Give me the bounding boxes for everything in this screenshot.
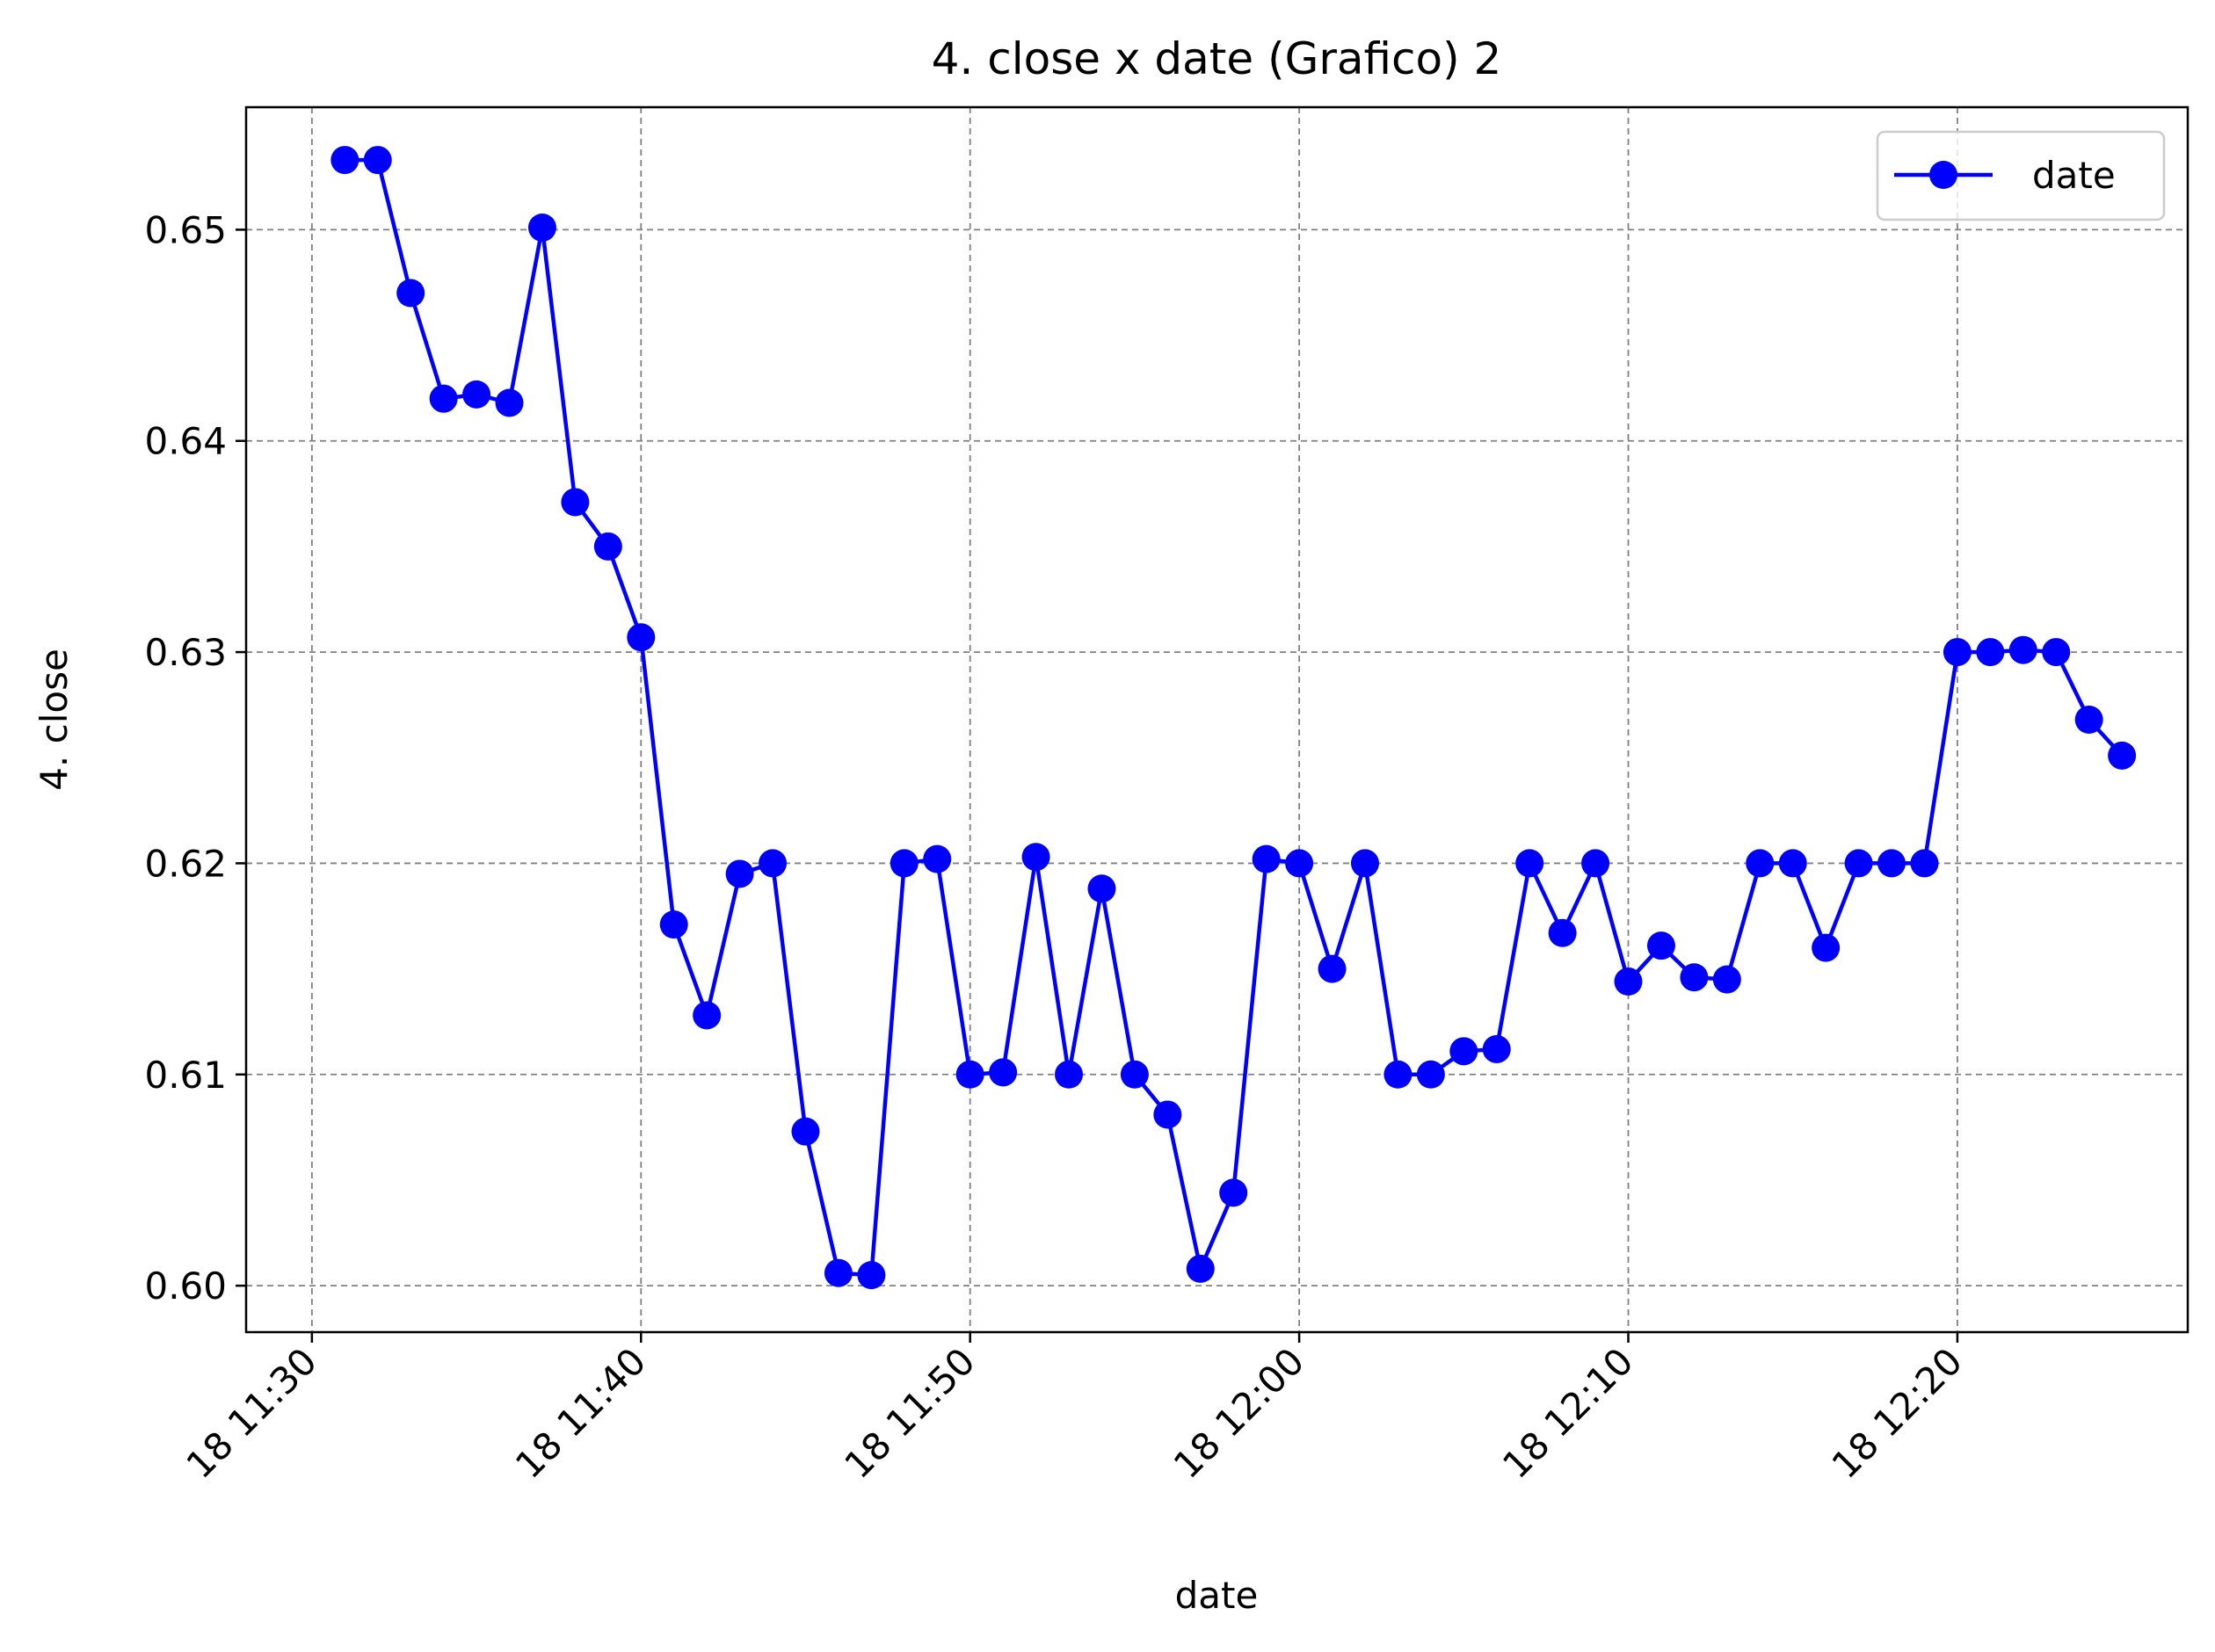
data-point	[1680, 963, 1709, 992]
data-point	[1252, 844, 1281, 873]
legend-marker-swatch	[1929, 161, 1957, 189]
data-point	[1778, 849, 1807, 878]
data-point	[1383, 1060, 1413, 1089]
y-tick-label: 0.63	[144, 631, 227, 674]
plot-area-frame	[244, 105, 2190, 1334]
data-point	[363, 146, 392, 175]
y-axis: 0.60 0.61 0.62 0.63 0.64 0.65	[144, 208, 246, 1308]
data-point	[659, 910, 688, 939]
y-tick-label: 0.65	[144, 208, 227, 251]
data-point	[791, 1117, 820, 1146]
data-point	[1910, 849, 1939, 878]
legend: date	[1876, 130, 2166, 221]
series-layer	[330, 146, 2137, 1290]
data-point	[725, 859, 754, 888]
data-point	[1646, 931, 1675, 960]
data-point	[1416, 1060, 1445, 1089]
data-point	[396, 279, 425, 308]
data-point	[1976, 638, 2005, 667]
data-point	[1943, 638, 1972, 667]
data-point	[1120, 1060, 1149, 1089]
data-point	[1186, 1254, 1215, 1283]
y-tick-label: 0.61	[144, 1054, 227, 1097]
y-axis-label: 4. close	[33, 648, 76, 791]
data-point	[462, 380, 491, 409]
data-point	[1614, 967, 1643, 996]
chart-title: 4. close x date (Grafico) 2	[932, 33, 1502, 84]
data-point	[759, 849, 788, 878]
data-point	[1515, 849, 1544, 878]
data-point	[890, 849, 919, 878]
data-point	[561, 488, 590, 517]
data-point	[2108, 741, 2137, 770]
y-tick-label: 0.62	[144, 842, 227, 885]
data-point	[989, 1058, 1018, 1087]
data-point	[495, 388, 524, 417]
data-point	[1812, 933, 1841, 962]
data-point	[955, 1060, 984, 1089]
data-point	[1153, 1100, 1182, 1129]
y-tick-label: 0.60	[144, 1264, 227, 1308]
data-point	[1285, 849, 1314, 878]
y-tick-label: 0.64	[144, 420, 227, 463]
data-point	[429, 384, 458, 413]
data-point	[2042, 638, 2071, 667]
data-point	[857, 1261, 886, 1290]
data-point	[1055, 1060, 1084, 1089]
data-point	[627, 623, 656, 652]
data-point	[1021, 843, 1050, 872]
data-point	[1087, 874, 1116, 903]
data-point	[1449, 1037, 1478, 1066]
data-point	[1350, 849, 1379, 878]
data-point	[1318, 954, 1347, 983]
data-point	[1548, 918, 1577, 947]
data-point	[1877, 849, 1906, 878]
data-point	[693, 1001, 722, 1030]
data-point	[527, 214, 556, 242]
legend-box	[1876, 130, 2166, 221]
data-point	[1219, 1178, 1248, 1207]
data-point	[923, 844, 952, 873]
data-point	[824, 1258, 853, 1287]
legend-label: date	[2032, 154, 2116, 197]
data-point	[1581, 849, 1610, 878]
data-point	[2008, 635, 2037, 664]
data-point	[593, 532, 622, 561]
data-point	[330, 146, 359, 175]
data-point	[1712, 965, 1741, 994]
data-point	[2074, 706, 2103, 734]
data-point	[1746, 849, 1775, 878]
data-point	[1844, 849, 1873, 878]
data-point	[1482, 1034, 1511, 1063]
x-axis-label: date	[1175, 1574, 1259, 1617]
